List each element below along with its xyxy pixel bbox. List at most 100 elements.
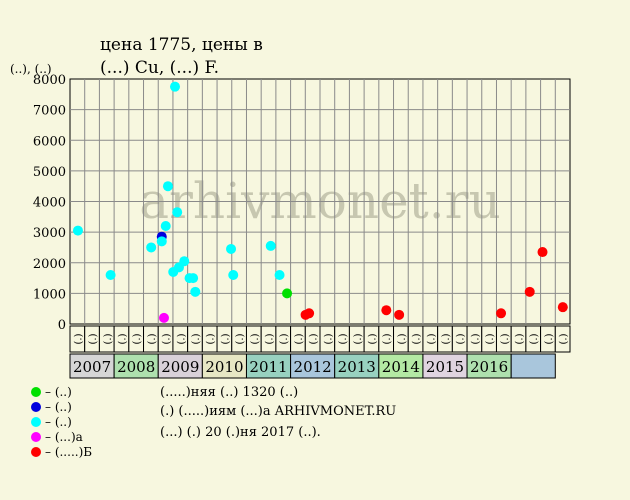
grid — [70, 79, 570, 324]
y-tick-label: 7000 — [33, 104, 66, 119]
data-point — [274, 270, 285, 280]
subperiod-label: (.) — [235, 333, 246, 344]
y-tick-label: 0 — [58, 318, 66, 333]
subperiod-label: (.) — [426, 333, 437, 344]
subperiod-label: (.) — [294, 333, 305, 344]
legend-marker — [31, 432, 41, 442]
y-tick-label: 1000 — [33, 287, 66, 302]
year-label: 2010 — [205, 358, 243, 376]
data-point — [381, 305, 392, 316]
subperiod-label: (.) — [117, 333, 128, 344]
subperiod-label: (.) — [73, 333, 84, 344]
y-tick-label: 3000 — [33, 226, 66, 241]
year-label: 2014 — [382, 358, 420, 376]
subperiod-label: (.) — [485, 333, 496, 344]
subperiod-label: (.) — [515, 333, 526, 344]
year-label: 2015 — [426, 358, 464, 376]
year-label: 2009 — [161, 358, 199, 376]
legend-marker — [31, 402, 41, 412]
legend-label: – (..) — [45, 400, 72, 414]
data-point — [188, 273, 199, 284]
year-cell — [245, 353, 292, 379]
data-point — [265, 240, 276, 251]
subperiod-label: (.) — [147, 333, 158, 344]
footer-line-1: (.....)няя (..) 1320 (..) — [160, 385, 298, 400]
chart-title: ценa 1775, цены в (...) Cu, (...) F. — [100, 35, 263, 78]
subperiod-label: (.) — [265, 333, 276, 344]
subperiod-label: (.) — [323, 333, 334, 344]
data-point — [394, 309, 405, 320]
subperiod-label: (.) — [441, 333, 452, 344]
year-cell — [290, 353, 336, 379]
data-point — [72, 225, 83, 236]
subperiod-label: (.) — [309, 333, 320, 344]
year-band: (.) (.) (.) (.) (.) (.) (.) (.) (.) (.) (.) (.) (.)(… — [69, 325, 571, 379]
year-label: 2013 — [338, 358, 376, 376]
title-line-2: (...) Cu, (...) F. — [100, 58, 219, 78]
subperiod-label: (.) — [250, 333, 261, 344]
data-point — [170, 81, 181, 92]
year-cell — [334, 353, 380, 379]
data-point — [146, 242, 157, 253]
subperiod-label: (.) — [279, 333, 290, 344]
subperiod-label: (.) — [162, 333, 173, 344]
data-point — [105, 270, 116, 280]
subperiod-label: (.) — [353, 333, 364, 344]
y-tick-labels: 0 1000 2000 3000 4000 5000 6000 7000 8000 — [33, 73, 66, 333]
data-point — [162, 181, 173, 192]
y-tick-label: 8000 — [33, 73, 66, 88]
data-point — [304, 308, 315, 319]
subperiod-cell — [554, 325, 571, 353]
year-label: 2007 — [73, 358, 111, 376]
subperiod-label: (.) — [382, 333, 393, 344]
data-point — [160, 221, 171, 231]
data-point — [179, 256, 190, 267]
footer-notes: (.....)няя (..) 1320 (..) (.) (.....)иям… — [160, 385, 396, 440]
subperiod-label: (.) — [397, 333, 408, 344]
legend-marker — [31, 387, 41, 397]
data-point — [158, 312, 169, 323]
subperiod-label: (.) — [338, 333, 349, 344]
subperiod-label: (.) — [206, 333, 217, 344]
year-cell — [510, 353, 556, 379]
y-tick-label: 5000 — [33, 165, 66, 180]
subperiod-label: (.) — [500, 333, 511, 344]
subperiod-label: (.) — [103, 333, 114, 344]
year-cell — [466, 353, 512, 379]
year-cell — [378, 353, 424, 379]
year-cell — [113, 353, 159, 379]
legend-label: – (..) — [45, 415, 72, 429]
subperiod-label: (.) — [529, 333, 540, 344]
data-point — [557, 302, 568, 313]
year-label: 2008 — [117, 358, 155, 376]
year-cell — [201, 353, 247, 379]
subperiod-label: (.) — [470, 333, 481, 344]
data-point — [190, 286, 201, 297]
subperiod-label: (.) — [220, 333, 231, 344]
y-tick-label: 4000 — [33, 196, 66, 211]
footer-line-2: (.) (.....)иям (...)а ARHIVMONET.RU — [160, 404, 396, 419]
legend-label: – (..) — [45, 385, 72, 399]
year-cell — [422, 353, 468, 379]
data-point — [172, 207, 183, 218]
legend: – (..)– (..)– (..)– (...)а– (.....)Б — [31, 385, 92, 459]
data-point — [228, 270, 239, 280]
footer-line-3: (...) (.) 20 (.)ня 2017 (..). — [160, 425, 321, 440]
subperiod-label: (.) — [544, 333, 555, 344]
y-axis-label: (..), (..) — [10, 62, 52, 76]
legend-marker — [31, 447, 41, 457]
subperiod-label: (.) — [412, 333, 423, 344]
subperiod-label: (.) — [456, 333, 467, 344]
year-label: 2012 — [294, 358, 332, 376]
y-tick-label: 2000 — [33, 257, 66, 272]
data-points — [72, 81, 568, 323]
year-label: 2016 — [470, 358, 508, 376]
data-point — [537, 247, 548, 258]
data-point — [226, 243, 237, 254]
legend-label: – (...)а — [45, 430, 83, 444]
year-label: 2011 — [249, 358, 287, 376]
title-line-1: ценa 1775, цены в — [100, 35, 263, 55]
subperiod-label: (.) — [367, 333, 378, 344]
subperiod-label: (.) — [559, 333, 570, 344]
